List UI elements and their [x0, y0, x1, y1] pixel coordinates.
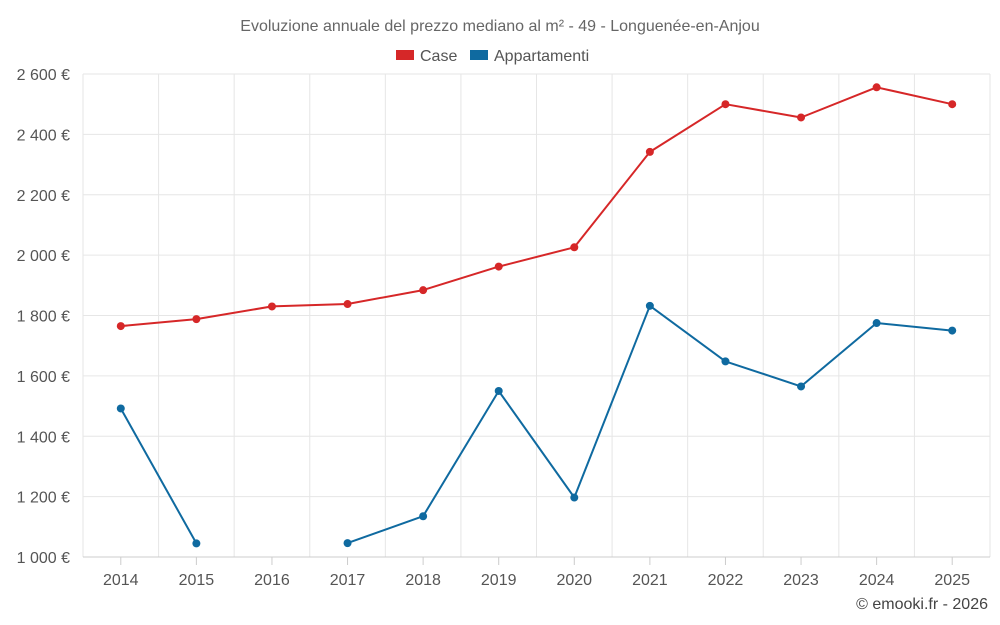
x-tick-label: 2018: [405, 572, 441, 589]
y-tick-label: 1 400 €: [17, 429, 70, 446]
x-tick-label: 2017: [330, 572, 366, 589]
y-tick-label: 1 000 €: [17, 550, 70, 567]
y-tick-label: 2 400 €: [17, 127, 70, 144]
x-axis: 2014 2015 2016 2017 2018 2019 2020 2021 2022 2023…: [83, 556, 990, 589]
data-point-appartamenti[interactable]: [494, 386, 503, 395]
data-point-case[interactable]: [948, 100, 957, 109]
data-point-appartamenti[interactable]: [419, 512, 428, 521]
x-tick-label: 2019: [481, 572, 517, 589]
data-point-appartamenti[interactable]: [872, 319, 881, 328]
data-point-appartamenti[interactable]: [192, 539, 201, 548]
data-point-case[interactable]: [721, 100, 730, 109]
x-tick-label: 2020: [556, 572, 592, 589]
x-tick-label: 2016: [254, 572, 290, 589]
data-point-appartamenti[interactable]: [948, 326, 957, 335]
y-tick-label: 1 600 €: [17, 369, 70, 386]
chart-title: Evoluzione annuale del prezzo mediano al…: [240, 18, 759, 35]
data-point-appartamenti[interactable]: [116, 404, 125, 413]
y-tick-label: 2 200 €: [17, 188, 70, 205]
x-tick-label: 2015: [179, 572, 215, 589]
data-point-appartamenti[interactable]: [721, 357, 730, 366]
legend-item-appartamenti[interactable]: Appartamenti: [470, 48, 589, 65]
legend-label-case: Case: [420, 48, 457, 65]
x-tick-label: 2025: [934, 572, 970, 589]
legend: Case Appartamenti: [396, 48, 589, 65]
data-point-appartamenti[interactable]: [343, 539, 352, 548]
series-line-case: [119, 86, 954, 328]
y-tick-label: 1 800 €: [17, 309, 70, 326]
data-point-case[interactable]: [797, 113, 806, 122]
data-point-case[interactable]: [267, 302, 276, 311]
x-tick-label: 2022: [708, 572, 744, 589]
data-point-case[interactable]: [494, 262, 503, 271]
credit-text: © emooki.fr - 2026: [856, 596, 988, 613]
legend-label-appartamenti: Appartamenti: [494, 48, 589, 65]
legend-swatch-case: [396, 50, 414, 60]
data-point-case[interactable]: [343, 300, 352, 309]
legend-item-case[interactable]: Case: [396, 48, 457, 65]
data-point-case[interactable]: [116, 322, 125, 331]
data-point-appartamenti[interactable]: [570, 493, 579, 502]
data-point-case[interactable]: [645, 147, 654, 156]
x-tick-label: 2021: [632, 572, 668, 589]
data-point-case[interactable]: [872, 83, 881, 92]
data-point-appartamenti[interactable]: [645, 301, 654, 310]
legend-swatch-appartamenti: [470, 50, 488, 60]
y-tick-label: 1 200 €: [17, 490, 70, 507]
y-axis: 1 000 € 1 200 € 1 400 € 1 600 € 1 800 € 2 000…: [17, 67, 70, 567]
x-tick-label: 2014: [103, 572, 139, 589]
x-tick-label: 2024: [859, 572, 895, 589]
data-point-case[interactable]: [192, 315, 201, 324]
plot-series: [116, 83, 957, 548]
data-point-appartamenti[interactable]: [797, 382, 806, 391]
data-point-case[interactable]: [570, 243, 579, 252]
y-tick-label: 2 600 €: [17, 67, 70, 84]
x-tick-label: 2023: [783, 572, 819, 589]
y-tick-label: 2 000 €: [17, 248, 70, 265]
data-point-case[interactable]: [419, 286, 428, 295]
